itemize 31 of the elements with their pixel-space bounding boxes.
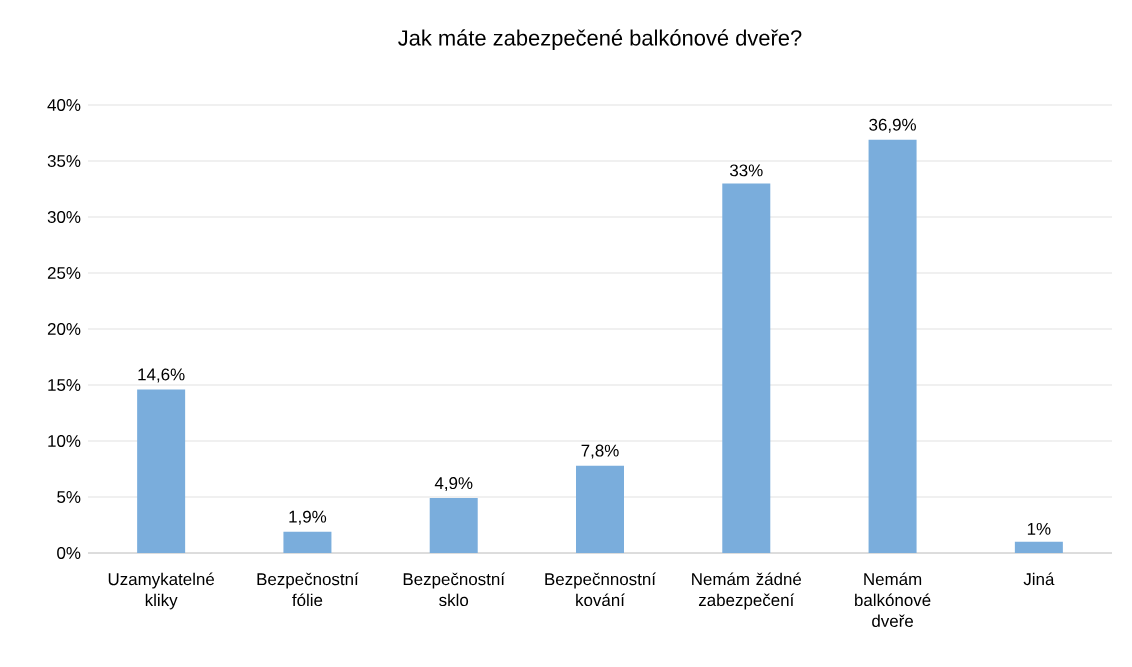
bar	[137, 389, 186, 553]
data-label: 14,6%	[138, 368, 185, 383]
y-tick-label: 10%	[48, 435, 81, 447]
x-tick-label: Jiná	[1023, 572, 1055, 586]
data-label: 1,9%	[289, 510, 327, 525]
y-tick-label: 25%	[47, 267, 81, 279]
y-tick-label: 30%	[47, 211, 81, 223]
x-tick-label: Bezpečnostní fólie	[257, 572, 359, 607]
y-tick-label: 35%	[47, 155, 81, 167]
y-tick-label: 0%	[57, 547, 81, 559]
chart-title: Jak máte zabezpečené balkónové dveře?	[398, 29, 802, 50]
y-tick-label: 15%	[48, 379, 81, 391]
y-tick-label: 5%	[57, 491, 81, 503]
y-tick-label: 40%	[47, 99, 81, 111]
data-label: 1%	[1027, 522, 1051, 535]
x-tick-label: Nemám žádné zabezpečení	[692, 572, 802, 610]
bar	[429, 498, 478, 553]
bar	[868, 139, 917, 553]
x-tick-label: Bezpečnostní sklo	[403, 572, 505, 607]
data-label: 7,8%	[581, 444, 619, 459]
x-tick-label: Bezpečnnostní kování	[545, 572, 656, 607]
bar	[576, 465, 624, 553]
y-tick-label: 20%	[47, 323, 81, 335]
data-label: 4,9%	[434, 477, 473, 492]
bar	[1014, 541, 1063, 553]
x-tick-label: Nemám balkónové dveře	[855, 572, 931, 628]
bar	[722, 183, 771, 553]
x-tick-label: Uzamykatelné kliky	[108, 572, 215, 610]
bar	[283, 531, 332, 553]
data-label: 36,9%	[869, 118, 916, 133]
data-label: 33%	[729, 164, 763, 177]
